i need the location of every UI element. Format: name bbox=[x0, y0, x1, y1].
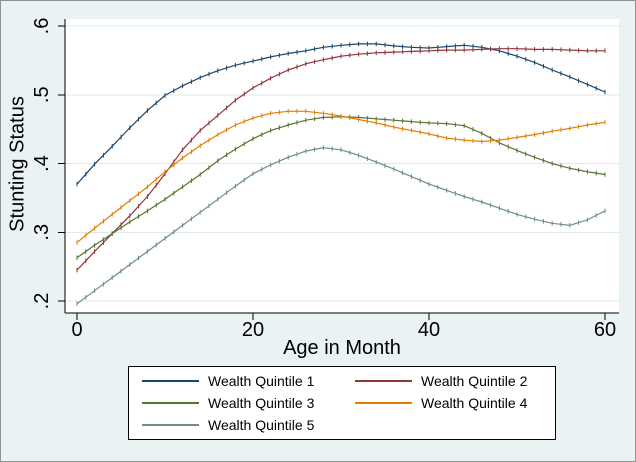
legend-entry-quintile-3: Wealth Quintile 3 bbox=[142, 395, 355, 411]
legend-line-swatch bbox=[142, 402, 199, 404]
legend-entry-quintile-4: Wealth Quintile 4 bbox=[355, 395, 555, 411]
x-axis-title: Age in Month bbox=[283, 337, 401, 359]
x-tick-label: 20 bbox=[242, 319, 264, 341]
legend-label: Wealth Quintile 2 bbox=[421, 373, 528, 389]
y-tick-label: .3 bbox=[31, 224, 53, 241]
plot-area bbox=[65, 19, 619, 313]
legend-label: Wealth Quintile 4 bbox=[421, 395, 528, 411]
x-tick-label: 0 bbox=[71, 319, 82, 341]
legend-line-swatch bbox=[142, 380, 199, 382]
y-axis-title: Stunting Status bbox=[6, 96, 29, 232]
y-tick-label: .2 bbox=[31, 293, 53, 310]
y-tick-label: .4 bbox=[31, 155, 53, 172]
legend-line-swatch bbox=[142, 424, 199, 426]
x-tick-label: 40 bbox=[418, 319, 440, 341]
legend-line-swatch bbox=[355, 380, 412, 382]
legend-entry-quintile-5: Wealth Quintile 5 bbox=[142, 417, 355, 433]
legend-label: Wealth Quintile 1 bbox=[208, 373, 315, 389]
legend-box: Wealth Quintile 1 Wealth Quintile 2 Weal… bbox=[128, 366, 556, 440]
legend-entry-quintile-2: Wealth Quintile 2 bbox=[355, 373, 555, 389]
y-tick-label: .5 bbox=[31, 86, 53, 103]
legend-label: Wealth Quintile 3 bbox=[208, 395, 315, 411]
legend-label: Wealth Quintile 5 bbox=[208, 417, 315, 433]
x-tick-label: 60 bbox=[594, 319, 616, 341]
y-tick-label: .6 bbox=[31, 18, 53, 35]
legend-entry-quintile-1: Wealth Quintile 1 bbox=[142, 373, 355, 389]
legend-line-swatch bbox=[355, 402, 412, 404]
